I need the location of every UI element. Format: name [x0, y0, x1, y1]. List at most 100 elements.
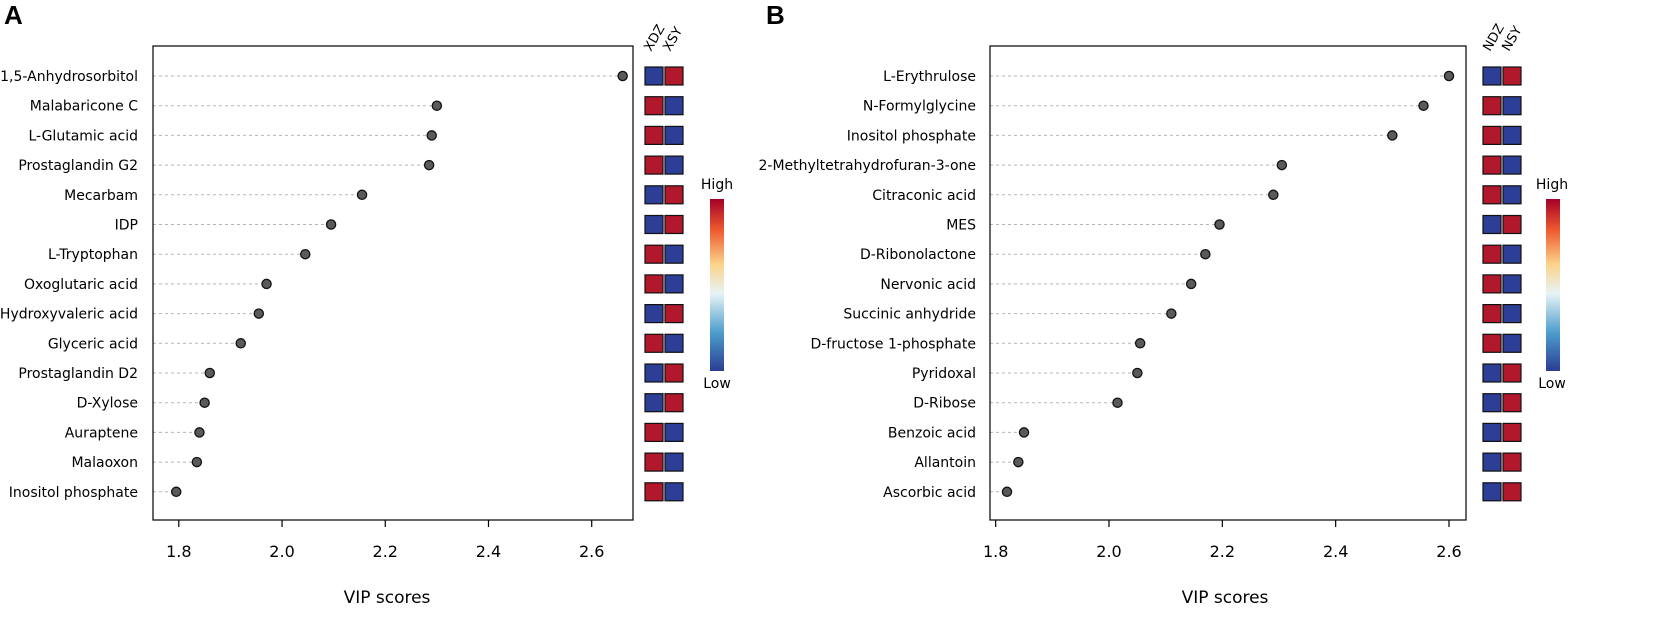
- plot-frame: [152, 45, 634, 521]
- metabolite-label: Oxoglutaric acid: [24, 277, 138, 293]
- panel-a: A 1,5-Anhydrosorbitol Malabaricone C L-Glu…: [0, 0, 733, 608]
- vip-point: [1132, 367, 1143, 379]
- vip-point: [1200, 248, 1211, 260]
- level-cell-xsy: [664, 66, 684, 86]
- level-cell-xdz: [644, 452, 664, 472]
- level-cell-ndz: [1482, 452, 1502, 472]
- level-cell-ndz: [1482, 363, 1502, 383]
- level-cell-xsy: [664, 155, 684, 175]
- group-level-cells: [1482, 66, 1522, 502]
- vip-points: [1001, 70, 1455, 498]
- metabolite-label: Citraconic acid: [872, 188, 976, 204]
- level-cell-xsy: [664, 274, 684, 294]
- level-cell-xsy: [664, 422, 684, 442]
- x-tick-label: 2.4: [476, 542, 501, 561]
- x-axis-label: VIP scores: [344, 588, 431, 608]
- vip-point: [356, 189, 368, 201]
- metabolite-label: Malaoxon: [71, 455, 138, 471]
- level-cell-nsy: [1502, 66, 1522, 86]
- vip-point: [235, 338, 246, 349]
- metabolite-label: Succinic anhydride: [843, 307, 976, 323]
- legend-high-label: High: [1536, 177, 1568, 193]
- metabolite-labels: 1,5-Anhydrosorbitol Malabaricone C L-Gluta…: [0, 69, 138, 501]
- plot-frame: [989, 45, 1467, 521]
- panel-b: B L-Erythrulose N-Formylglycine Inositol p…: [758, 0, 1568, 608]
- metabolite-label: Malabaricone C: [30, 99, 138, 115]
- level-cell-xsy: [664, 363, 684, 383]
- vip-point: [1214, 219, 1225, 230]
- panel-letter: A: [4, 0, 23, 30]
- level-cell-xdz: [644, 96, 664, 116]
- level-cell-xsy: [664, 185, 684, 205]
- metabolite-label: L-Tryptophan: [48, 247, 138, 263]
- vip-point: [1166, 308, 1177, 319]
- level-cell-nsy: [1502, 125, 1522, 146]
- vip-point: [1387, 130, 1398, 141]
- vip-point: [426, 130, 437, 141]
- level-cell-xsy: [664, 333, 684, 353]
- level-cell-xdz: [644, 482, 664, 502]
- metabolite-label: Mecarbam: [64, 188, 138, 204]
- vip-point: [1276, 159, 1288, 171]
- vip-point: [1112, 397, 1123, 408]
- level-cell-nsy: [1502, 244, 1522, 264]
- x-tick-label: 1.8: [983, 542, 1008, 561]
- level-cell-nsy: [1502, 96, 1522, 116]
- level-cell-xsy: [664, 244, 684, 264]
- x-axis-ticks: 1.8 2.0 2.2 2.4 2.6: [166, 520, 604, 561]
- level-cell-xdz: [644, 214, 664, 235]
- vip-point: [1443, 70, 1455, 82]
- metabolite-label: Prostaglandin G2: [18, 158, 138, 174]
- metabolite-label: MES: [946, 218, 976, 234]
- level-cell-ndz: [1482, 422, 1502, 442]
- level-cell-xdz: [644, 125, 664, 146]
- metabolite-label: Nervonic acid: [880, 277, 976, 293]
- metabolite-label: D-fructose 1-phosphate: [810, 336, 976, 352]
- level-cell-ndz: [1482, 155, 1502, 175]
- level-cell-xsy: [664, 452, 684, 472]
- level-cell-xsy: [664, 125, 684, 146]
- level-cell-nsy: [1502, 363, 1522, 383]
- x-tick-label: 1.8: [166, 542, 191, 561]
- vip-point: [423, 159, 435, 171]
- level-cell-xdz: [644, 304, 664, 324]
- legend-low-label: Low: [1538, 376, 1566, 392]
- level-cell-xsy: [664, 96, 684, 116]
- metabolite-label: IDP: [115, 218, 138, 234]
- metabolite-label: Prostaglandin D2: [18, 366, 138, 382]
- level-cell-nsy: [1502, 185, 1522, 205]
- vip-point: [1013, 456, 1024, 468]
- vip-point: [261, 278, 272, 290]
- guide-lines: [153, 75, 623, 493]
- vip-point: [431, 100, 443, 111]
- level-cell-ndz: [1482, 482, 1502, 502]
- level-cell-nsy: [1502, 482, 1522, 502]
- level-cell-nsy: [1502, 452, 1522, 472]
- metabolite-labels: L-Erythrulose N-Formylglycine Inositol pho…: [758, 69, 976, 501]
- color-legend-bar: [710, 199, 724, 371]
- level-cell-nsy: [1502, 214, 1522, 235]
- vip-point: [194, 427, 205, 438]
- metabolite-label: D-Ribose: [913, 396, 976, 412]
- x-tick-label: 2.6: [579, 542, 604, 561]
- level-cell-ndz: [1482, 66, 1502, 86]
- vip-point: [199, 397, 210, 408]
- vip-point: [1185, 278, 1197, 290]
- metabolite-label: Pyridoxal: [912, 366, 976, 382]
- metabolite-label: Glyceric acid: [48, 336, 138, 352]
- level-cell-ndz: [1482, 393, 1502, 413]
- level-cell-nsy: [1502, 155, 1522, 175]
- level-cell-ndz: [1482, 96, 1502, 116]
- metabolite-label: 1,5-Anhydrosorbitol: [0, 69, 138, 85]
- level-cell-xsy: [664, 304, 684, 324]
- vip-point: [1001, 486, 1013, 498]
- vip-points: [170, 70, 628, 498]
- metabolite-label: Auraptene: [65, 425, 138, 441]
- level-cell-nsy: [1502, 393, 1522, 413]
- color-legend-bar: [1546, 199, 1560, 371]
- level-cell-xdz: [644, 393, 664, 413]
- vip-point: [191, 456, 203, 468]
- level-cell-xdz: [644, 333, 664, 353]
- metabolite-label: D-Xylose: [77, 396, 138, 412]
- level-cell-ndz: [1482, 274, 1502, 294]
